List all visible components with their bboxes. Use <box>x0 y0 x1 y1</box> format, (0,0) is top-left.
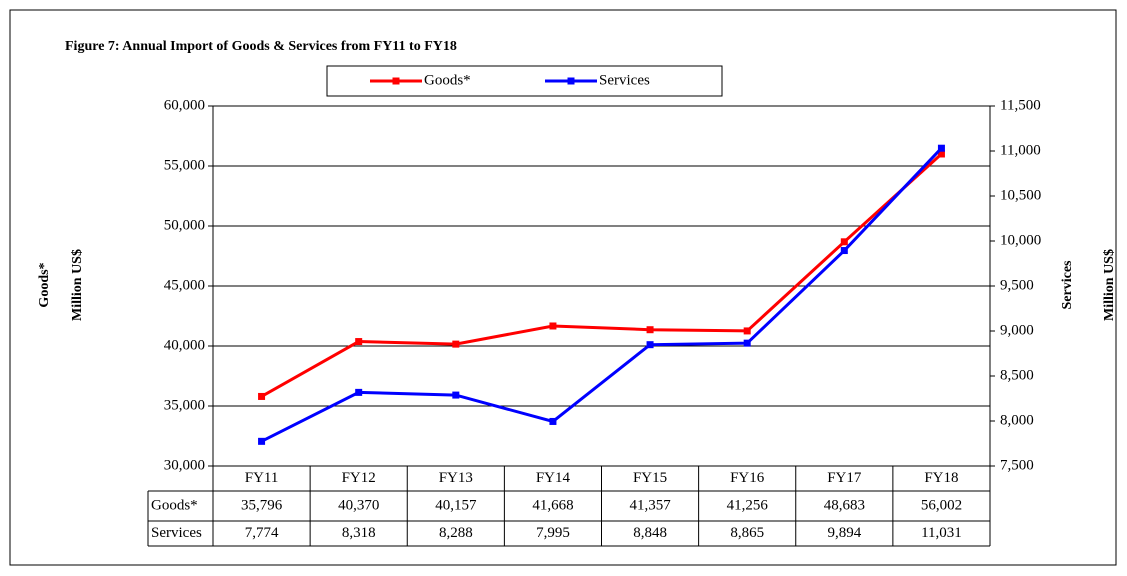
table-value: 7,995 <box>536 525 570 541</box>
table-value: 7,774 <box>245 525 279 541</box>
y2-tick-label: 10,000 <box>1000 232 1041 248</box>
point <box>549 322 557 330</box>
point <box>937 144 945 152</box>
series-line <box>260 152 943 398</box>
point <box>840 238 848 246</box>
table-value: 8,865 <box>730 525 764 541</box>
x-tick-label: FY16 <box>730 470 765 486</box>
table-value: 41,256 <box>727 497 769 513</box>
table-value: 8,288 <box>439 525 473 541</box>
point <box>355 388 363 396</box>
table-value: 8,318 <box>342 525 376 541</box>
table-value: 40,157 <box>435 497 477 513</box>
point <box>937 150 945 158</box>
y2-tick-label: 8,000 <box>1000 412 1034 428</box>
y2-tick-label: 10,500 <box>1000 187 1041 203</box>
y-tick-label: 55,000 <box>164 157 205 173</box>
chart-title: Figure 7: Annual Import of Goods & Servi… <box>65 39 457 54</box>
legend-label: Services <box>599 72 650 88</box>
y2-tick-label: 9,500 <box>1000 277 1034 293</box>
y-axis-label: Goods* <box>37 262 52 307</box>
point <box>258 437 266 445</box>
point <box>743 327 751 335</box>
point <box>840 247 848 255</box>
table-value: 48,683 <box>824 497 865 513</box>
y2-tick-label: 11,000 <box>1000 142 1041 158</box>
legend-marker <box>392 77 400 85</box>
table-value: 56,002 <box>921 497 962 513</box>
y-tick-label: 30,000 <box>164 457 205 473</box>
legend-marker <box>567 77 575 85</box>
x-tick-label: FY17 <box>827 470 862 486</box>
y2-tick-label: 8,500 <box>1000 367 1034 383</box>
table-row-label: Services <box>151 525 202 541</box>
point <box>549 417 557 425</box>
point <box>452 340 460 348</box>
y-tick-label: 60,000 <box>164 97 205 113</box>
frame <box>9 9 1117 566</box>
table-value: 41,668 <box>532 497 573 513</box>
point <box>743 339 751 347</box>
x-tick-label: FY15 <box>633 470 667 486</box>
y-tick-label: 35,000 <box>164 397 205 413</box>
x-tick-label: FY12 <box>342 470 376 486</box>
point <box>452 391 460 399</box>
table-value: 41,357 <box>629 497 671 513</box>
y-axis-unit: Million US$ <box>70 249 85 321</box>
legend-label: Goods* <box>424 72 471 88</box>
y2-tick-label: 7,500 <box>1000 457 1034 473</box>
table-value: 9,894 <box>827 525 861 541</box>
x-tick-label: FY18 <box>924 470 958 486</box>
x-tick-label: FY13 <box>439 470 473 486</box>
series-line <box>260 147 943 443</box>
point <box>355 338 363 346</box>
y2-tick-label: 9,000 <box>1000 322 1034 338</box>
y-tick-label: 50,000 <box>164 217 205 233</box>
point <box>258 392 266 400</box>
y2-axis-unit: Million US$ <box>1102 249 1117 321</box>
y-tick-label: 40,000 <box>164 337 205 353</box>
point <box>646 341 654 349</box>
x-tick-label: FY11 <box>245 470 279 486</box>
table-value: 40,370 <box>338 497 379 513</box>
table-value: 8,848 <box>633 525 667 541</box>
table-value: 11,031 <box>921 525 962 541</box>
y2-axis-label: Services <box>1060 260 1075 310</box>
y-tick-label: 45,000 <box>164 277 205 293</box>
y2-tick-label: 11,500 <box>1000 97 1041 113</box>
table-value: 35,796 <box>241 497 283 513</box>
table-row-label: Goods* <box>151 497 198 513</box>
x-tick-label: FY14 <box>536 470 571 486</box>
point <box>646 326 654 334</box>
